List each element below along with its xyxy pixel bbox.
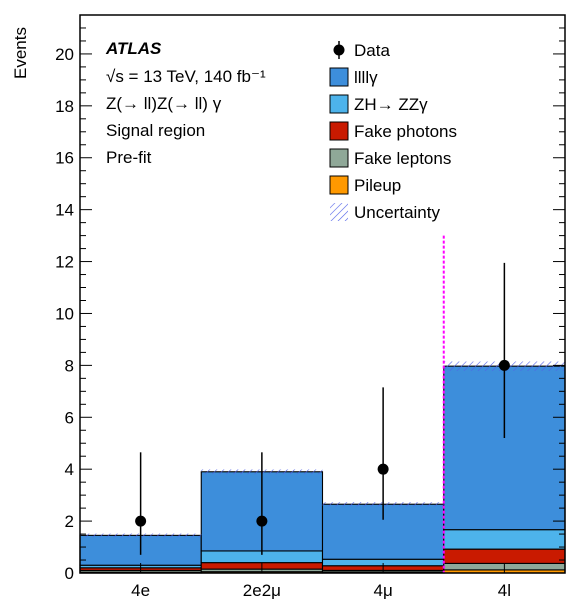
y-tick-label: 6 xyxy=(65,408,74,427)
annotation-line: √s = 13 TeV, 140 fb⁻¹ xyxy=(106,67,266,86)
y-tick-label: 14 xyxy=(55,201,74,220)
legend-swatch xyxy=(329,175,349,195)
plot-frame xyxy=(79,14,566,574)
legend-label: llllγ xyxy=(354,68,378,87)
data-point xyxy=(377,463,389,475)
experiment-label: ATLAS xyxy=(105,39,162,58)
axes: 0 2 4 6 8 10 12 14 16 18 20 4e 2e2μ 4μ 4l xyxy=(55,27,565,600)
annotation-line: Pre-fit xyxy=(106,148,152,167)
y-tick-label: 12 xyxy=(55,253,74,272)
annotation-line: Signal region xyxy=(106,121,205,140)
legend-label: Fake photons xyxy=(354,122,457,141)
y-tick-label: 2 xyxy=(65,512,74,531)
x-tick-label: 4l xyxy=(498,581,511,600)
x-tick-label: 4μ xyxy=(374,581,393,600)
y-tick-label: 16 xyxy=(55,149,74,168)
bar-segment xyxy=(443,529,566,550)
legend-swatch xyxy=(329,148,349,168)
legend-label: ZH→ ZZγ xyxy=(354,95,428,114)
atlas-annotation: ATLAS √s = 13 TeV, 140 fb⁻¹ Z(→ ll)Z(→ ll… xyxy=(105,39,266,167)
data-point xyxy=(256,515,268,527)
y-tick-label: 10 xyxy=(55,304,74,323)
legend-swatch xyxy=(329,67,349,87)
annotation-line: Z(→ ll)Z(→ ll) γ xyxy=(106,94,222,113)
y-tick-label: 8 xyxy=(65,356,74,375)
data-points xyxy=(135,262,510,555)
legend-marker xyxy=(333,44,345,56)
data-point xyxy=(498,359,510,371)
legend: Data llllγ ZH→ ZZγ Fake photons Fake leptons… xyxy=(329,41,457,222)
legend-label: Data xyxy=(354,41,390,60)
x-tick-label: 2e2μ xyxy=(243,581,281,600)
legend-label: Fake leptons xyxy=(354,149,451,168)
legend-swatch xyxy=(329,94,349,114)
legend-label: Uncertainty xyxy=(354,203,440,222)
y-axis-label: Events xyxy=(11,27,30,79)
legend-label: Pileup xyxy=(354,176,401,195)
bar-segment xyxy=(443,548,566,564)
y-tick-label: 4 xyxy=(65,460,74,479)
y-tick-label: 18 xyxy=(55,97,74,116)
data-point xyxy=(135,515,147,527)
legend-hatch xyxy=(330,203,348,221)
legend-swatch xyxy=(329,121,349,141)
y-tick-label: 0 xyxy=(65,564,74,583)
y-tick-label: 20 xyxy=(55,45,74,64)
x-tick-label: 4e xyxy=(131,581,150,600)
